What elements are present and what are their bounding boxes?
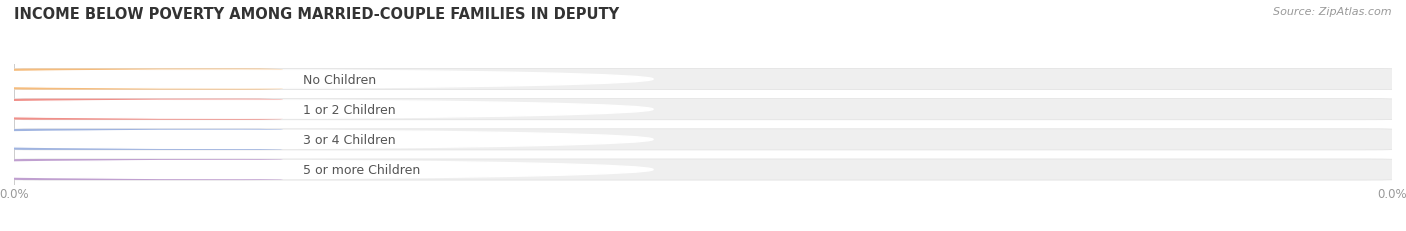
FancyBboxPatch shape [0, 69, 283, 90]
FancyBboxPatch shape [0, 159, 283, 180]
Circle shape [0, 161, 652, 179]
Text: 0.0%: 0.0% [229, 163, 262, 176]
Text: 1 or 2 Children: 1 or 2 Children [302, 103, 395, 116]
Text: INCOME BELOW POVERTY AMONG MARRIED-COUPLE FAMILIES IN DEPUTY: INCOME BELOW POVERTY AMONG MARRIED-COUPL… [14, 7, 619, 22]
FancyBboxPatch shape [0, 129, 1406, 150]
Circle shape [0, 101, 652, 119]
Circle shape [0, 71, 652, 89]
FancyBboxPatch shape [0, 159, 1406, 180]
Text: 0.0%: 0.0% [229, 73, 262, 86]
FancyBboxPatch shape [0, 99, 283, 120]
Text: Source: ZipAtlas.com: Source: ZipAtlas.com [1274, 7, 1392, 17]
Text: No Children: No Children [302, 73, 375, 86]
FancyBboxPatch shape [0, 69, 1406, 90]
Text: 5 or more Children: 5 or more Children [302, 163, 420, 176]
Text: 0.0%: 0.0% [229, 103, 262, 116]
FancyBboxPatch shape [0, 99, 1406, 120]
Circle shape [0, 131, 652, 149]
Text: 3 or 4 Children: 3 or 4 Children [302, 133, 395, 146]
Text: 0.0%: 0.0% [229, 133, 262, 146]
FancyBboxPatch shape [0, 129, 283, 150]
